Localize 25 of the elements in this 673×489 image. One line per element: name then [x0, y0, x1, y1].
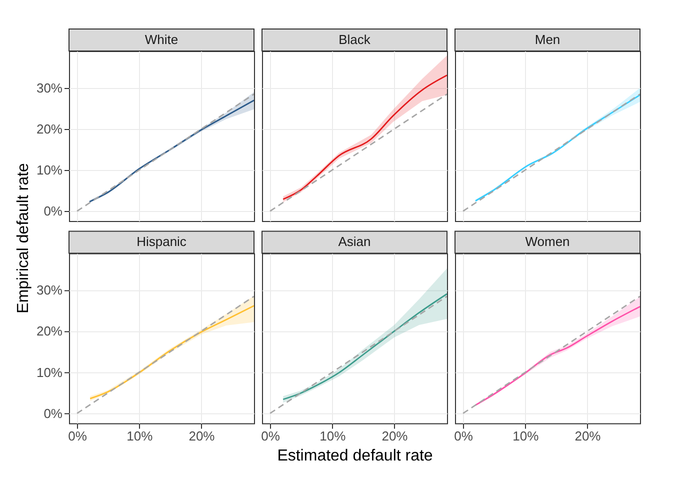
y-tick-label: 0%: [44, 406, 63, 421]
x-axis-title: Estimated default rate: [277, 448, 433, 465]
y-tick-label: 10%: [36, 162, 63, 178]
chart-title: Black: [338, 32, 371, 47]
chart-title: White: [144, 32, 178, 47]
x-tick-label: 0%: [454, 428, 474, 444]
y-tick-label: 10%: [36, 364, 63, 380]
x-tick-label: 10%: [512, 428, 540, 444]
chart-title: Hispanic: [136, 234, 187, 250]
chart-title: Asian: [338, 234, 371, 250]
x-tick-label: 0%: [261, 428, 280, 444]
y-tick-label: 30%: [36, 80, 63, 96]
chart-title: Women: [525, 234, 570, 250]
chart-title: Men: [534, 32, 560, 47]
y-tick-label: 0%: [44, 204, 63, 219]
x-tick-label: 20%: [382, 428, 408, 444]
x-tick-label: 20%: [188, 428, 216, 444]
x-tick-label: 20%: [574, 428, 602, 444]
y-tick-label: 20%: [36, 122, 63, 137]
x-tick-label: 10%: [126, 428, 154, 444]
x-tick-label: 10%: [320, 428, 346, 444]
x-tick-label: 0%: [68, 428, 88, 444]
y-tick-label: 30%: [36, 282, 63, 298]
y-axis-title: Empirical default rate: [15, 162, 32, 314]
y-tick-label: 20%: [36, 324, 63, 339]
